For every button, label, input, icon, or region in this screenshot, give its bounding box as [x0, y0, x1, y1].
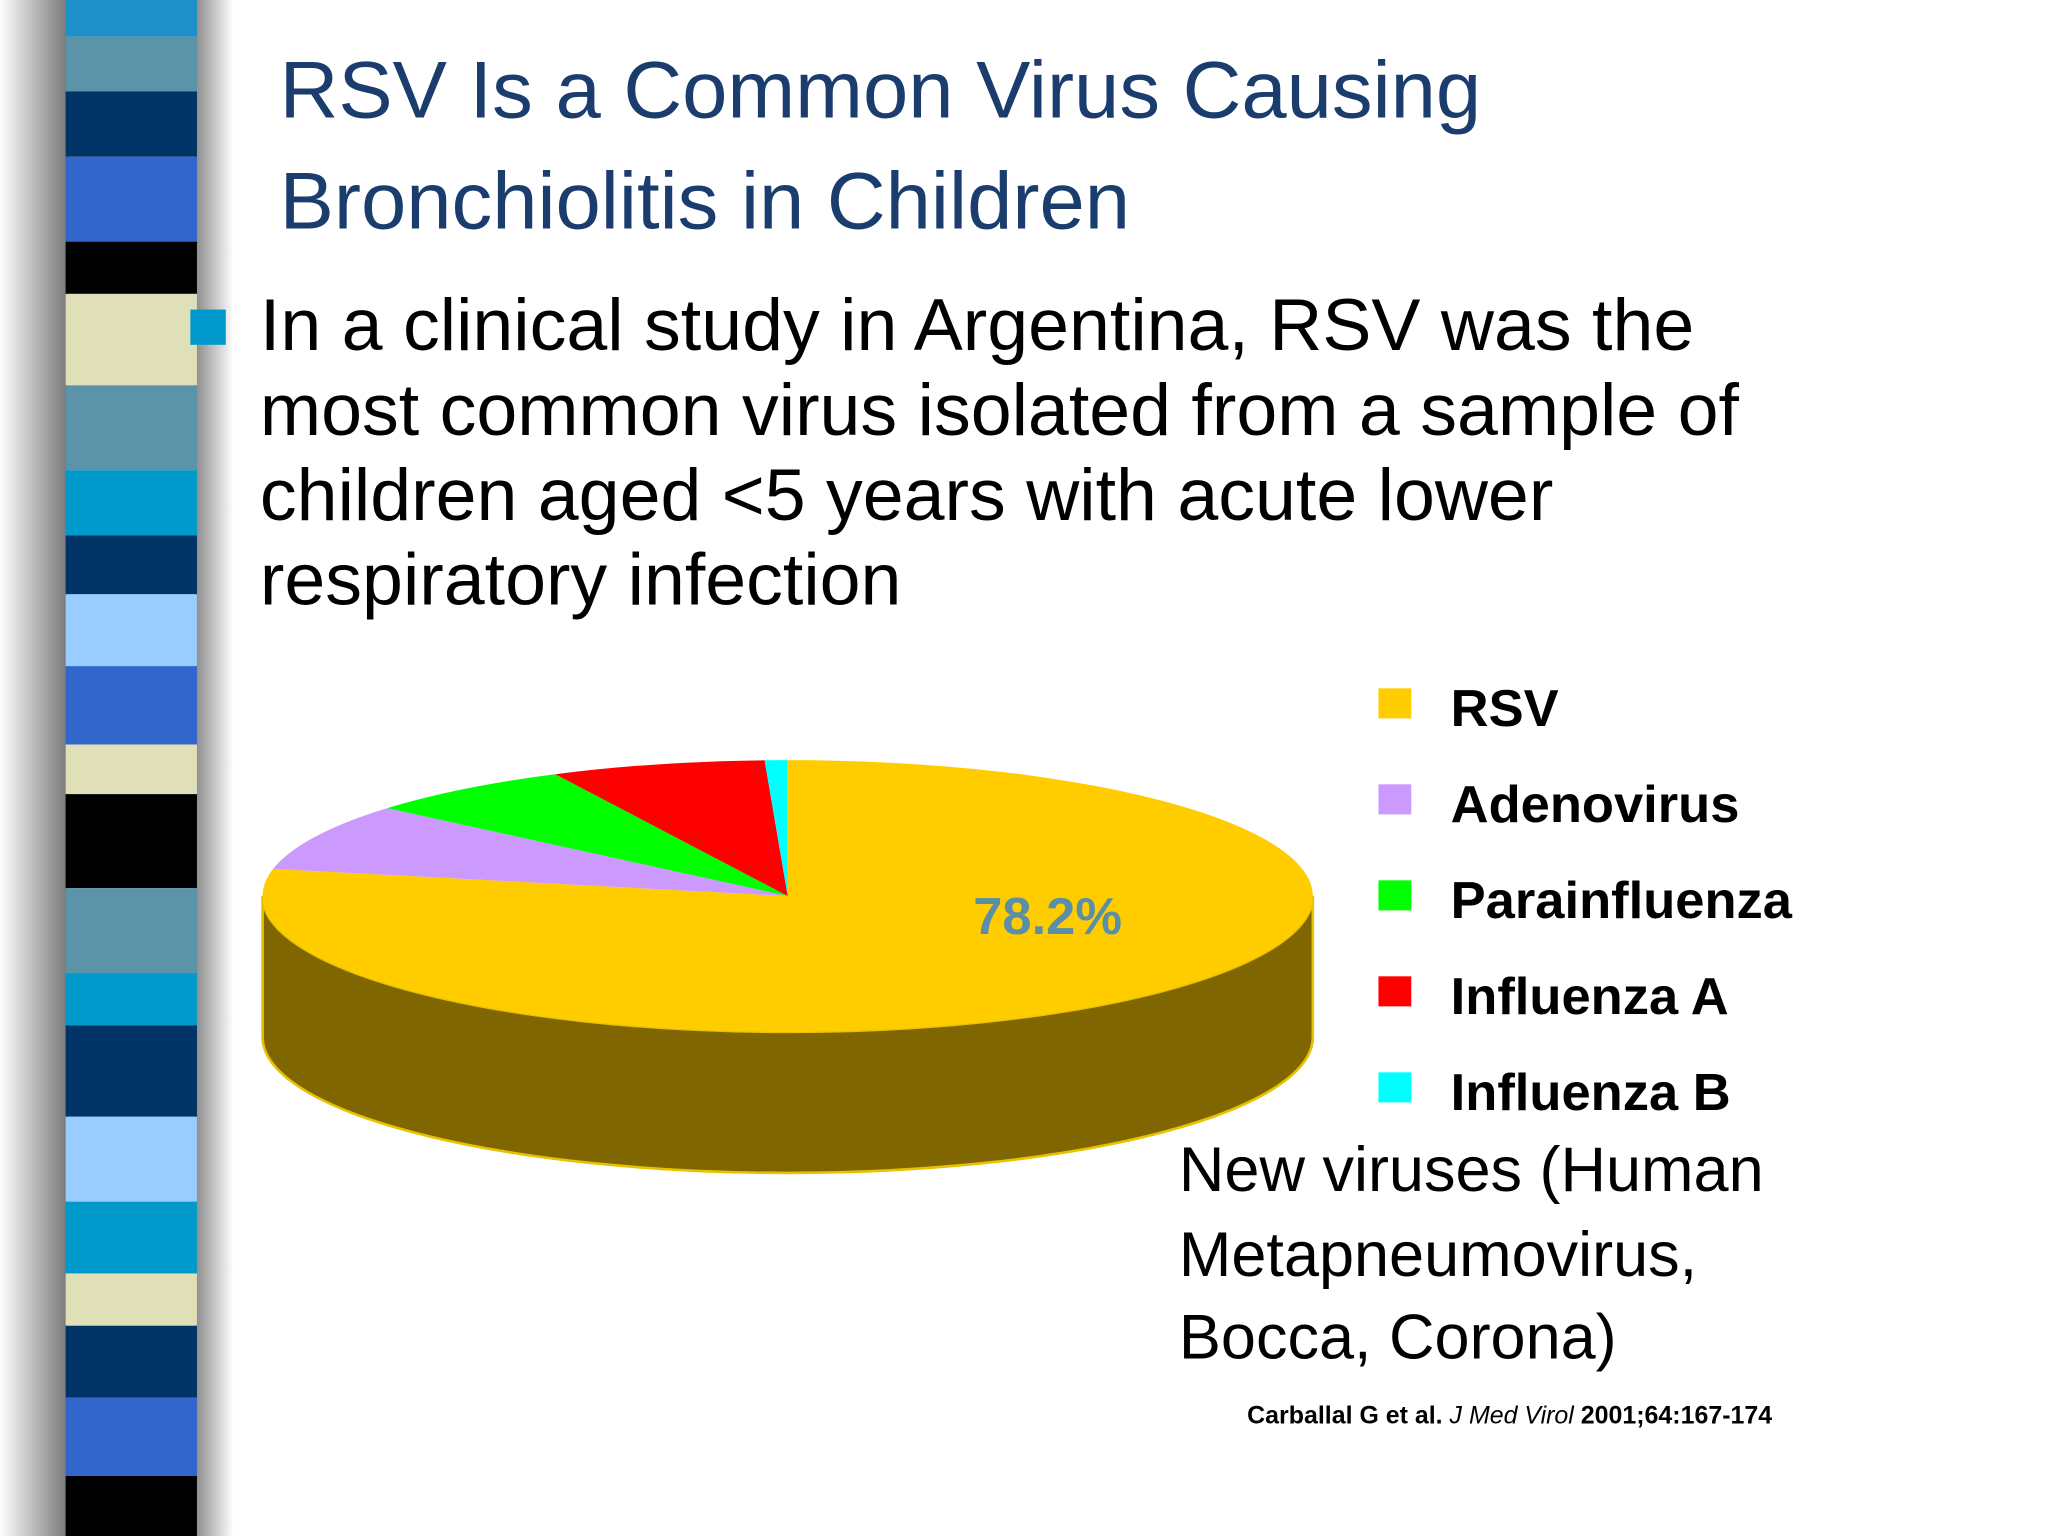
- legend-label: Adenovirus: [1451, 776, 1740, 834]
- stripe: [65, 0, 197, 1536]
- bullet-line: In a clinical study in Argentina, RSV wa…: [260, 284, 1694, 366]
- pie-slice: [273, 808, 788, 896]
- legend-swatch: [1378, 688, 1412, 719]
- note-line: Metapneumovirus,: [1179, 1220, 1697, 1290]
- legend-swatch: [1378, 1072, 1412, 1103]
- legend-swatch: [1378, 976, 1412, 1007]
- stripe-shadow: [194, 0, 234, 1536]
- legend-label: Parainfluenza: [1451, 872, 1793, 930]
- bullet-line: children aged <5 years with acute lower: [260, 454, 1553, 536]
- pie-slice: [764, 760, 788, 896]
- legend-label: Influenza A: [1451, 968, 1729, 1026]
- title-line: RSV Is a Common Virus Causing: [280, 46, 1482, 136]
- stripe-shadow: [0, 0, 69, 1536]
- pie-slice: [262, 760, 1313, 1032]
- title-line: Bronchiolitis in Children: [280, 157, 1130, 247]
- citation-ref: 2001;64:167-174: [1581, 1402, 1773, 1430]
- legend-swatch: [1378, 784, 1412, 815]
- pie-slice: [387, 774, 788, 896]
- data-label: 78.2%: [973, 888, 1122, 946]
- note-line: New viruses (Human: [1179, 1135, 1764, 1205]
- legend-swatch: [1378, 880, 1412, 911]
- legend: RSV Adenovirus Parainfluenza Influenza A Inf…: [1378, 680, 1793, 1122]
- legend-label: RSV: [1451, 680, 1559, 738]
- citation-journal: J Med Virol: [1449, 1402, 1576, 1430]
- note-line: Bocca, Corona): [1179, 1303, 1617, 1373]
- pie-chart: 78.2%: [261, 760, 1315, 1175]
- citation: Carballal G et al. J Med Virol 2001;64:1…: [1247, 1402, 1772, 1430]
- legend-label: Influenza B: [1451, 1064, 1731, 1122]
- bullet-line: respiratory infection: [260, 539, 902, 621]
- bullet-marker: [190, 309, 226, 345]
- citation-authors: Carballal G et al.: [1247, 1402, 1442, 1430]
- pie-slice: [555, 760, 788, 896]
- bullet-line: most common virus isolated from a sample…: [260, 369, 1740, 451]
